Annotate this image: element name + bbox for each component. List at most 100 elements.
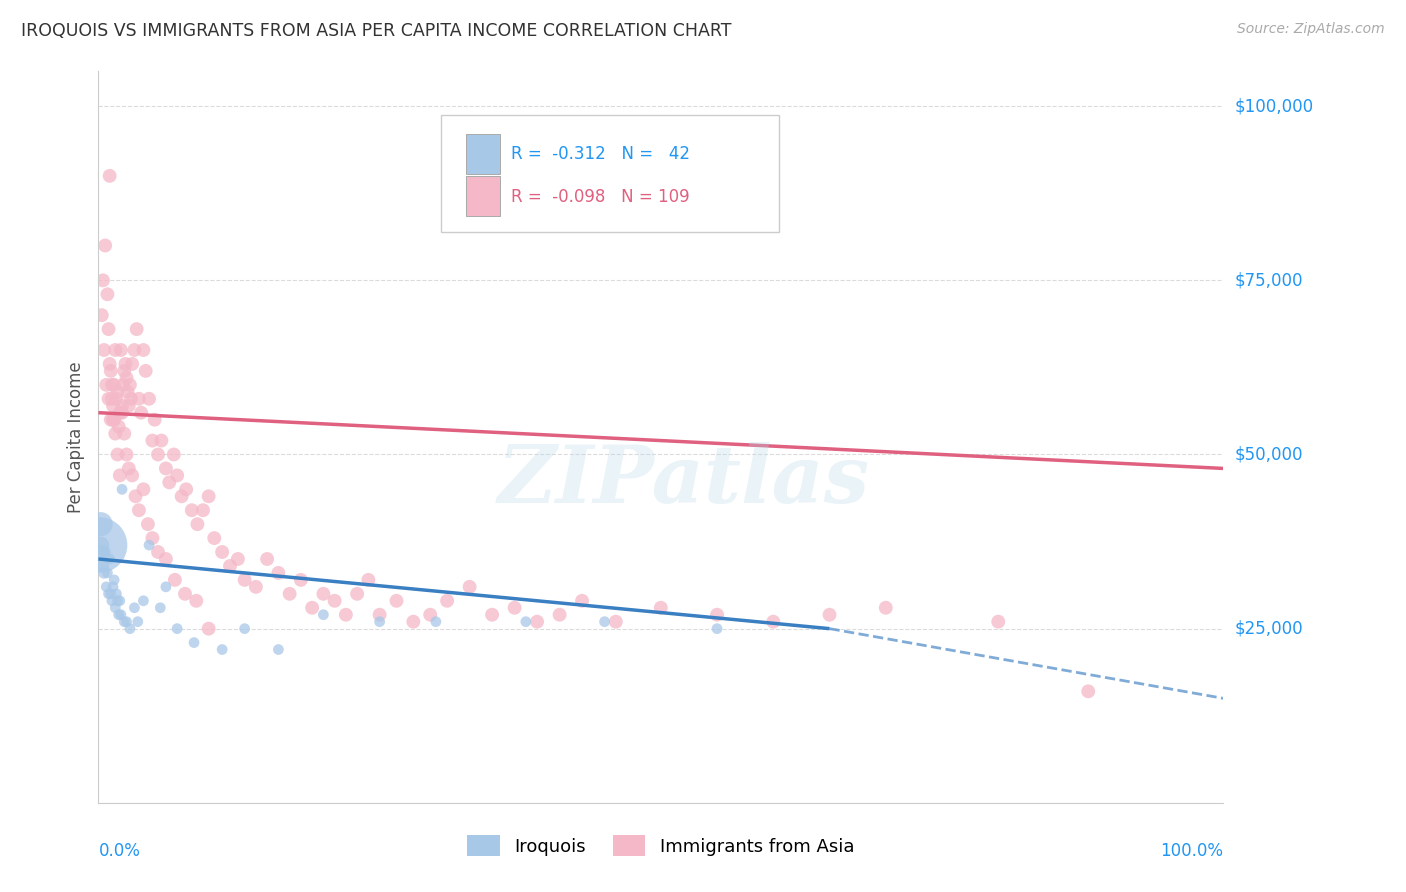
- Point: [129, 406, 152, 420]
- Point: [138, 392, 160, 406]
- Point: [112, 364, 135, 378]
- Point: [174, 587, 197, 601]
- Point: [605, 615, 627, 629]
- Point: [186, 517, 208, 532]
- Point: [93, 343, 115, 357]
- Point: [132, 594, 155, 608]
- Point: [108, 406, 131, 420]
- Point: [197, 622, 219, 636]
- Text: $100,000: $100,000: [1234, 97, 1313, 115]
- Point: [875, 600, 897, 615]
- Point: [111, 399, 134, 413]
- Point: [650, 600, 672, 615]
- Point: [104, 343, 127, 357]
- Point: [107, 448, 129, 462]
- Point: [98, 169, 121, 183]
- Point: [115, 371, 138, 385]
- Point: [97, 392, 120, 406]
- Point: [101, 412, 124, 426]
- Text: $50,000: $50,000: [1234, 445, 1303, 464]
- Point: [149, 600, 172, 615]
- Point: [112, 377, 135, 392]
- Point: [368, 615, 391, 629]
- Point: [135, 364, 157, 378]
- Point: [571, 594, 593, 608]
- Point: [233, 573, 256, 587]
- Point: [166, 622, 188, 636]
- Point: [157, 475, 180, 490]
- Point: [141, 531, 163, 545]
- Point: [146, 545, 169, 559]
- Point: [385, 594, 408, 608]
- Point: [987, 615, 1010, 629]
- Point: [121, 468, 143, 483]
- Point: [166, 468, 188, 483]
- Text: IROQUOIS VS IMMIGRANTS FROM ASIA PER CAPITA INCOME CORRELATION CHART: IROQUOIS VS IMMIGRANTS FROM ASIA PER CAP…: [21, 22, 731, 40]
- Point: [94, 238, 117, 252]
- Point: [132, 343, 155, 357]
- Point: [762, 615, 785, 629]
- Point: [115, 448, 138, 462]
- Point: [103, 377, 125, 392]
- Point: [170, 489, 193, 503]
- Point: [155, 580, 177, 594]
- Point: [548, 607, 571, 622]
- Point: [128, 392, 150, 406]
- Point: [226, 552, 249, 566]
- Point: [98, 552, 121, 566]
- Point: [526, 615, 548, 629]
- Point: [107, 419, 129, 434]
- Point: [103, 412, 125, 426]
- Point: [89, 538, 111, 552]
- FancyBboxPatch shape: [467, 134, 501, 174]
- FancyBboxPatch shape: [441, 115, 779, 232]
- Point: [100, 587, 122, 601]
- Point: [90, 538, 112, 552]
- Point: [425, 615, 447, 629]
- Point: [706, 607, 728, 622]
- Point: [94, 545, 117, 559]
- Point: [121, 357, 143, 371]
- Point: [105, 392, 128, 406]
- Point: [96, 580, 118, 594]
- Point: [219, 558, 242, 573]
- Point: [163, 573, 186, 587]
- Point: [267, 566, 290, 580]
- Text: $75,000: $75,000: [1234, 271, 1303, 289]
- Point: [180, 503, 202, 517]
- Point: [323, 594, 346, 608]
- Point: [104, 600, 127, 615]
- Point: [93, 566, 115, 580]
- Point: [155, 461, 177, 475]
- Text: 100.0%: 100.0%: [1160, 842, 1223, 860]
- Point: [118, 377, 141, 392]
- Point: [124, 489, 146, 503]
- Point: [108, 468, 131, 483]
- Point: [312, 607, 335, 622]
- Point: [312, 587, 335, 601]
- Point: [90, 517, 112, 532]
- Point: [100, 364, 122, 378]
- Point: [818, 607, 841, 622]
- Point: [124, 343, 146, 357]
- Point: [146, 448, 169, 462]
- Point: [141, 434, 163, 448]
- Point: [110, 343, 132, 357]
- Point: [127, 615, 149, 629]
- Point: [593, 615, 616, 629]
- Point: [118, 399, 141, 413]
- Point: [112, 426, 135, 441]
- Point: [97, 322, 120, 336]
- Point: [267, 642, 290, 657]
- Point: [357, 573, 380, 587]
- Point: [96, 377, 118, 392]
- Point: [97, 587, 120, 601]
- FancyBboxPatch shape: [467, 176, 501, 216]
- Point: [100, 412, 122, 426]
- Point: [118, 461, 141, 475]
- Point: [278, 587, 301, 601]
- Point: [138, 538, 160, 552]
- Point: [436, 594, 458, 608]
- Point: [107, 607, 129, 622]
- Point: [112, 615, 135, 629]
